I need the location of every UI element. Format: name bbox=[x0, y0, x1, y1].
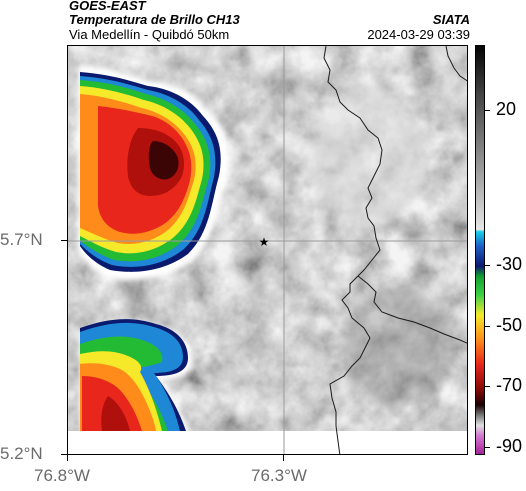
lon-tick-76-8 bbox=[67, 455, 68, 461]
organization-label: SIATA bbox=[432, 12, 470, 27]
star-icon[interactable]: ★ bbox=[259, 235, 270, 249]
storm-cell-north bbox=[78, 66, 230, 281]
colorbar-gradient bbox=[476, 46, 484, 454]
region-subtitle: Via Medellín - Quibdó 50km bbox=[69, 27, 230, 42]
lat-label-5-7: 5.7°N bbox=[0, 230, 43, 249]
timestamp-label: 2024-03-29 03:39 bbox=[367, 27, 470, 42]
colorbar-tick-minus-90 bbox=[485, 447, 490, 448]
storm-cell-south bbox=[80, 319, 193, 438]
colorbar-label-minus-50: -50 bbox=[496, 315, 523, 335]
temperature-colorbar bbox=[475, 45, 485, 455]
lat-tick-5-7 bbox=[61, 240, 67, 241]
colorbar-label-minus-30: -30 bbox=[496, 254, 523, 274]
lat-label-5-2: 5.2°N bbox=[0, 444, 43, 463]
colorbar-label-20: 20 bbox=[496, 99, 517, 119]
colorbar-label-minus-90: -90 bbox=[496, 436, 523, 456]
satellite-imagery: ★ bbox=[68, 46, 467, 454]
admin-borders bbox=[323, 46, 467, 454]
data-source-title: GOES-EAST bbox=[69, 0, 146, 13]
lon-label-76-8: 76.8°W bbox=[34, 466, 90, 485]
colorbar-tick-minus-30 bbox=[485, 265, 490, 266]
product-title: Temperatura de Brillo CH13 bbox=[69, 12, 240, 27]
map-gridlines bbox=[68, 46, 467, 454]
lon-label-76-3: 76.3°W bbox=[251, 466, 307, 485]
lat-tick-5-2 bbox=[61, 454, 67, 455]
satellite-map[interactable]: ★ bbox=[67, 45, 468, 455]
colorbar-tick-20 bbox=[485, 110, 490, 111]
colorbar-tick-minus-50 bbox=[485, 326, 490, 327]
colorbar-label-minus-70: -70 bbox=[496, 375, 523, 395]
colorbar-tick-minus-70 bbox=[485, 386, 490, 387]
lon-tick-76-3 bbox=[283, 455, 284, 461]
